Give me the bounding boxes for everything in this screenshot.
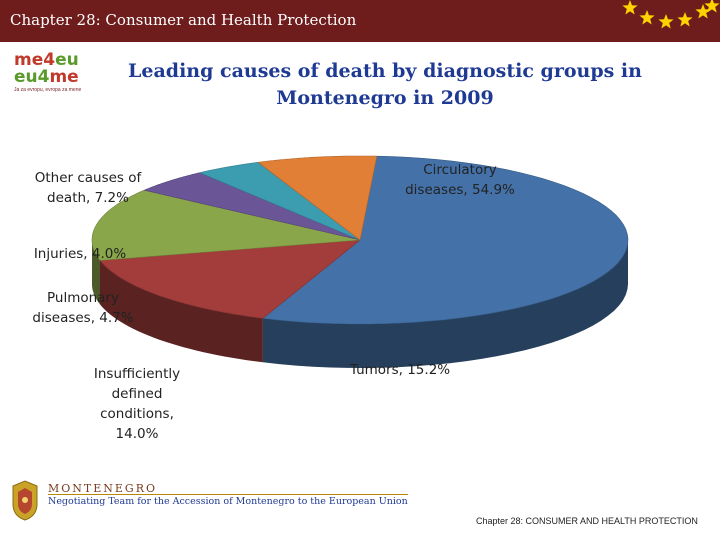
chart-title-line: Leading causes of death by diagnostic gr…	[128, 60, 642, 82]
pie-data-label-line: diseases, 54.9%	[405, 182, 515, 198]
pie-slice-side	[100, 260, 263, 363]
logo-text: me4	[14, 50, 56, 70]
header-bar: Chapter 28: Consumer and Health Protecti…	[0, 0, 720, 42]
pie-slice	[262, 155, 629, 325]
footer-country: MONTENEGRO	[48, 482, 158, 495]
eu-star-icon	[639, 10, 655, 25]
pie-slice	[143, 172, 361, 241]
pie-data-label-line: Tumors, 15.2%	[349, 362, 451, 378]
chart-title-line: Montenegro in 2009	[276, 87, 494, 109]
pie-data-label-line: Circulatory	[423, 162, 497, 178]
eu-star-icon	[622, 0, 638, 15]
logo-text: me	[49, 67, 79, 87]
eu-stars-icon	[622, 0, 720, 29]
pie-data-label: Tumors, 15.2%	[320, 360, 480, 380]
logo-text: eu4	[14, 67, 50, 87]
pie-data-label-line: Insufficiently	[93, 366, 181, 382]
pie-data-label-line: Injuries, 4.0%	[33, 246, 127, 262]
eu-star-icon	[704, 0, 720, 13]
pie-data-label: Pulmonary diseases, 4.7%	[3, 288, 163, 328]
pie-data-label-line: Pulmonary	[47, 290, 119, 306]
pie-data-label-line: 14.0%	[115, 426, 159, 442]
footer-chapter: Chapter 28: CONSUMER AND HEALTH PROTECTI…	[476, 516, 698, 526]
pie-slice-side	[92, 240, 100, 305]
logo-tagline: Ja za evropu, evropa za mene	[14, 87, 82, 93]
eu-star-icon	[677, 12, 693, 27]
me4eu-logo: me4eu eu4me Ja za evropu, evropa za mene	[14, 52, 114, 98]
footer-divider	[48, 494, 408, 495]
chart-title: Leading causes of death by diagnostic gr…	[120, 58, 650, 112]
pie-data-label: Other causes of death, 7.2%	[8, 168, 168, 208]
pie-data-label: Insufficiently defined conditions, 14.0%	[57, 364, 217, 444]
pie-data-label-line: conditions,	[100, 406, 174, 422]
pie-slice	[257, 155, 378, 241]
eu-star-icon	[695, 4, 711, 19]
footer-team: Negotiating Team for the Accession of Mo…	[48, 496, 408, 507]
pie-data-label-line: death, 7.2%	[47, 190, 129, 206]
pie-data-label: Injuries, 4.0%	[0, 244, 160, 264]
coat-of-arms-icon	[12, 480, 38, 521]
logo-text: eu	[55, 50, 79, 70]
pie-slice	[91, 189, 361, 261]
pie-data-label-line: diseases, 4.7%	[32, 310, 134, 326]
pie-slice-side	[262, 240, 628, 368]
footer-left: MONTENEGRO Negotiating Team for the Acce…	[8, 478, 408, 527]
pie-data-label-line: Other causes of	[34, 170, 142, 186]
pie-data-label-line: defined	[111, 386, 163, 402]
header-title: Chapter 28: Consumer and Health Protecti…	[10, 11, 357, 29]
pie-slice	[198, 161, 361, 241]
pie-slice	[99, 239, 361, 319]
eu-star-icon	[658, 14, 674, 29]
pie-data-label: Circulatory diseases, 54.9%	[380, 160, 540, 200]
